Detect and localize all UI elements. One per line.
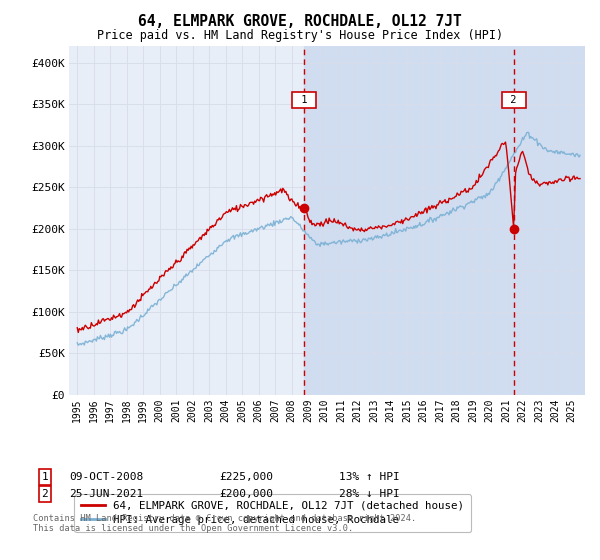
Legend: 64, ELMPARK GROVE, ROCHDALE, OL12 7JT (detached house), HPI: Average price, deta: 64, ELMPARK GROVE, ROCHDALE, OL12 7JT (d… <box>74 494 471 532</box>
Text: 13% ↑ HPI: 13% ↑ HPI <box>339 472 400 482</box>
Text: 2: 2 <box>41 489 49 499</box>
Text: 2: 2 <box>505 95 523 105</box>
Text: Price paid vs. HM Land Registry's House Price Index (HPI): Price paid vs. HM Land Registry's House … <box>97 29 503 42</box>
Text: £200,000: £200,000 <box>219 489 273 499</box>
Text: 64, ELMPARK GROVE, ROCHDALE, OL12 7JT: 64, ELMPARK GROVE, ROCHDALE, OL12 7JT <box>138 14 462 29</box>
Text: 25-JUN-2021: 25-JUN-2021 <box>69 489 143 499</box>
Text: 1: 1 <box>295 95 314 105</box>
Bar <box>304 46 585 395</box>
Text: 1: 1 <box>41 472 49 482</box>
Text: Contains HM Land Registry data © Crown copyright and database right 2024.
This d: Contains HM Land Registry data © Crown c… <box>33 514 416 534</box>
Text: 09-OCT-2008: 09-OCT-2008 <box>69 472 143 482</box>
Text: £225,000: £225,000 <box>219 472 273 482</box>
Text: 28% ↓ HPI: 28% ↓ HPI <box>339 489 400 499</box>
